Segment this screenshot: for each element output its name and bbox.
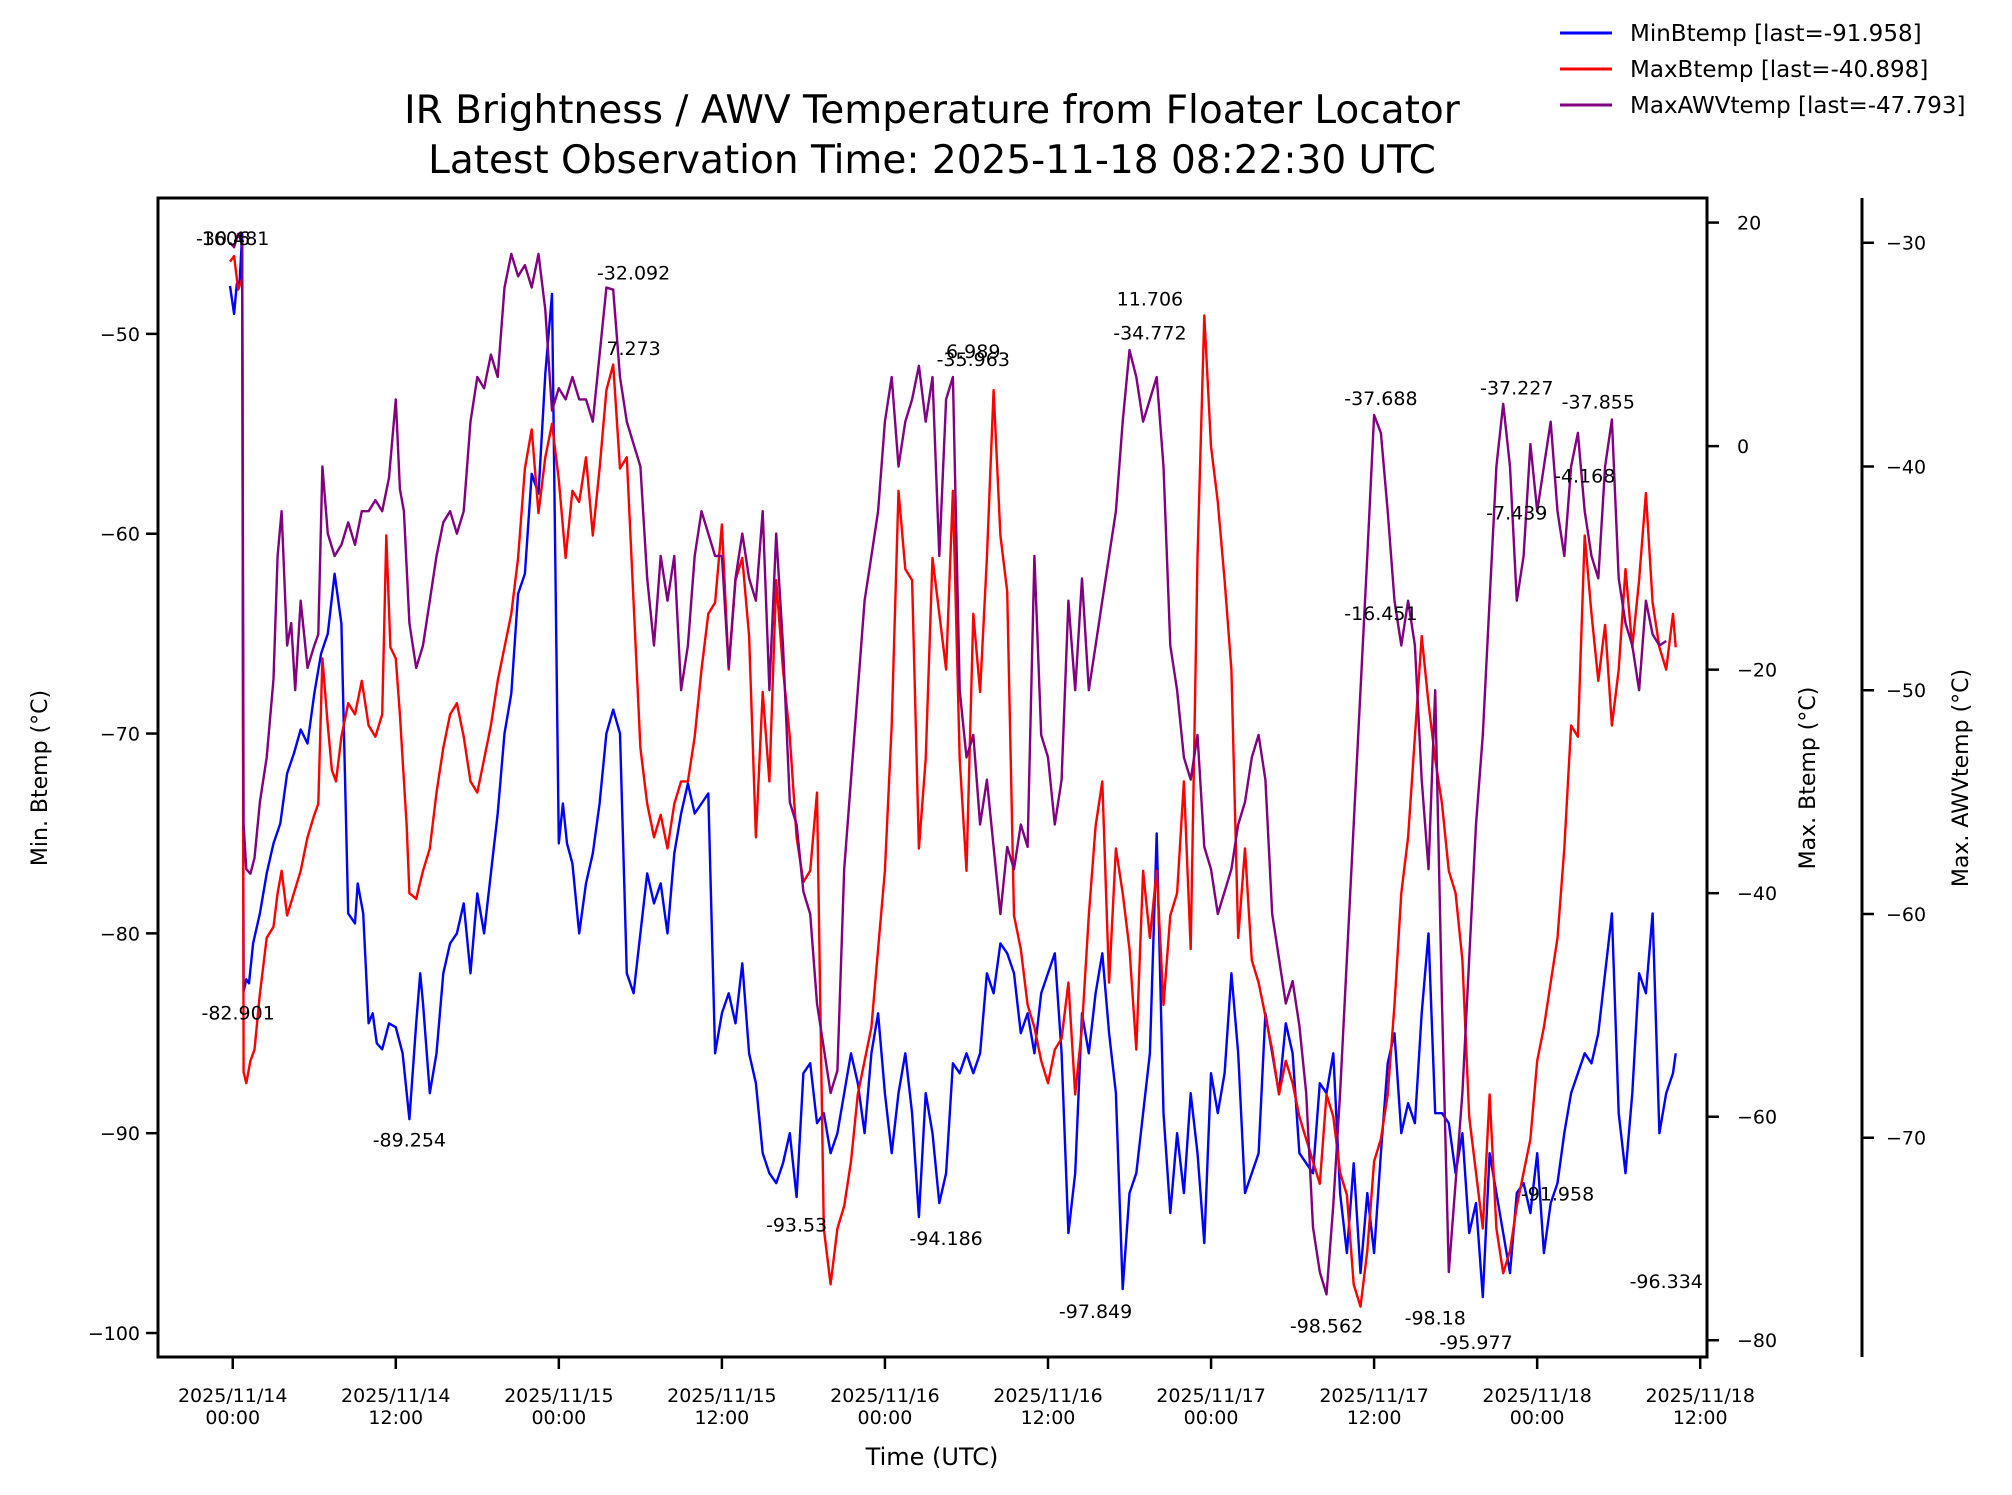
- x-tick-label-date: 2025/11/15: [504, 1385, 614, 1407]
- plot-frame: [156, 196, 1709, 1359]
- data-label: 7.273: [606, 338, 660, 360]
- x-tick-label-date: 2025/11/16: [830, 1385, 940, 1407]
- legend-label-maxawvtemp: MaxAWVtemp [last=-47.793]: [1630, 93, 1965, 119]
- y-right1-tick-label: −20: [1737, 660, 1777, 682]
- y-axis-right-maxawvtemp: −30 −40 −50 −60 −70: [1860, 198, 1926, 1357]
- series-line-maxawvtemp: [229, 232, 1667, 1296]
- y-right1-tick-label: 0: [1737, 436, 1749, 458]
- data-label: -91.958: [1521, 1183, 1594, 1205]
- chart-title: IR Brightness / AWV Temperature from Flo…: [404, 88, 1461, 133]
- x-tick-label-date: 2025/11/18: [1482, 1385, 1592, 1407]
- x-tick-label-date: 2025/11/16: [993, 1385, 1103, 1407]
- data-label: -4.168: [1554, 466, 1615, 488]
- y-left-tick-label: −60: [100, 524, 140, 546]
- y-left-tick-label: −70: [100, 724, 140, 746]
- x-tick-label-time: 12:00: [695, 1407, 750, 1429]
- y-right2-tick-label: −40: [1886, 456, 1926, 478]
- legend-label-maxbtemp: MaxBtemp [last=-40.898]: [1630, 57, 1928, 83]
- data-label: 11.706: [1117, 288, 1183, 310]
- x-tick-label-time: 12:00: [1021, 1407, 1076, 1429]
- data-label: 6.989: [946, 341, 1000, 363]
- y-axis-right-maxbtemp-label: Max. Btemp (°C): [1796, 687, 1821, 870]
- y-axis-left: −50 −60 −70 −80 −90 −100: [88, 324, 158, 1345]
- y-right2-tick-label: −30: [1886, 233, 1926, 255]
- x-tick-label-date: 2025/11/17: [1319, 1385, 1429, 1407]
- x-tick-label-time: 12:00: [368, 1407, 423, 1429]
- x-tick-label-date: 2025/11/17: [1156, 1385, 1266, 1407]
- data-label: -93.53: [766, 1215, 827, 1237]
- chart-subtitle: Latest Observation Time: 2025-11-18 08:2…: [428, 138, 1436, 183]
- x-tick-label-time: 00:00: [531, 1407, 586, 1429]
- y-right1-tick-label: −40: [1737, 883, 1777, 905]
- data-label: -94.186: [909, 1228, 982, 1250]
- y-right2-tick-label: −60: [1886, 904, 1926, 926]
- data-label: -89.254: [373, 1129, 446, 1151]
- data-label: -95.977: [1439, 1332, 1512, 1354]
- x-axis: 2025/11/1400:002025/11/1412:002025/11/15…: [178, 1357, 1755, 1429]
- x-tick-label-date: 2025/11/14: [341, 1385, 451, 1407]
- y-right2-tick-label: −70: [1886, 1128, 1926, 1150]
- y-left-tick-label: −100: [88, 1323, 140, 1345]
- data-label: -98.562: [1290, 1315, 1363, 1337]
- legend-label-minbtemp: MinBtemp [last=-91.958]: [1630, 21, 1922, 47]
- x-tick-label-time: 00:00: [205, 1407, 260, 1429]
- y-left-tick-label: −50: [100, 324, 140, 346]
- data-label: -37.688: [1344, 388, 1417, 410]
- data-label: -35.963: [937, 349, 1010, 371]
- data-label: -37.227: [1480, 377, 1553, 399]
- x-tick-label-time: 12:00: [1673, 1407, 1728, 1429]
- data-label: -16.451: [1344, 603, 1417, 625]
- series-layer: [228, 232, 1677, 1308]
- y-right2-tick-label: −50: [1886, 680, 1926, 702]
- y-right1-tick-label: −60: [1737, 1107, 1777, 1129]
- data-label: -30.481: [196, 228, 269, 250]
- series-line-minbtemp: [228, 232, 1677, 1299]
- y-axis-right-maxawvtemp-label: Max. AWVtemp (°C): [1949, 669, 1974, 887]
- data-label: -82.901: [201, 1002, 274, 1024]
- series-line-maxbtemp: [229, 254, 1677, 1308]
- x-tick-label-date: 2025/11/15: [667, 1385, 777, 1407]
- data-label: -7.439: [1486, 502, 1547, 524]
- y-axis-right-maxbtemp: 20 0 −20 −40 −60 −80: [1707, 213, 1777, 1352]
- data-label: -37.855: [1562, 392, 1635, 414]
- data-label: -32.092: [597, 263, 670, 285]
- x-tick-label-time: 00:00: [1184, 1407, 1239, 1429]
- legend: MinBtemp [last=-91.958] MaxBtemp [last=-4…: [1560, 21, 1965, 119]
- y-right1-tick-label: −80: [1737, 1330, 1777, 1352]
- y-left-tick-label: −90: [100, 1123, 140, 1145]
- data-label: 1606: [202, 228, 250, 250]
- x-tick-label-date: 2025/11/14: [178, 1385, 288, 1407]
- y-left-tick-label: −80: [100, 923, 140, 945]
- data-label: -96.334: [1630, 1271, 1703, 1293]
- x-tick-label-time: 00:00: [858, 1407, 913, 1429]
- x-tick-label-date: 2025/11/18: [1645, 1385, 1755, 1407]
- x-tick-label-time: 00:00: [1510, 1407, 1565, 1429]
- x-tick-label-time: 12:00: [1347, 1407, 1402, 1429]
- annotation-layer: 1606-30.481 -82.901 -89.254 -32.092 7.273 -93…: [196, 228, 1703, 1354]
- data-label: -97.849: [1059, 1301, 1132, 1323]
- y-right1-tick-label: 20: [1737, 213, 1761, 235]
- data-label: -98.18: [1405, 1308, 1466, 1330]
- x-axis-label: Time (UTC): [865, 1443, 999, 1471]
- y-axis-left-label: Min. Btemp (°C): [28, 690, 53, 866]
- data-label: -34.772: [1113, 323, 1186, 345]
